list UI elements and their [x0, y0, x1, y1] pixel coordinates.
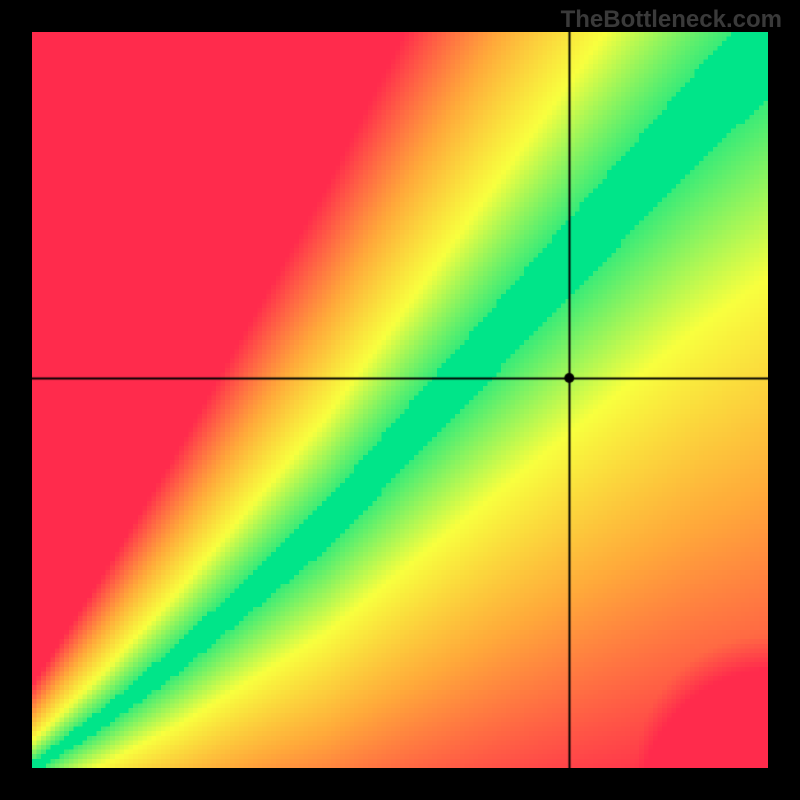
- watermark: TheBottleneck.com: [561, 6, 782, 34]
- chart-container: TheBottleneck.com: [0, 0, 800, 800]
- crosshair-overlay: [32, 32, 768, 768]
